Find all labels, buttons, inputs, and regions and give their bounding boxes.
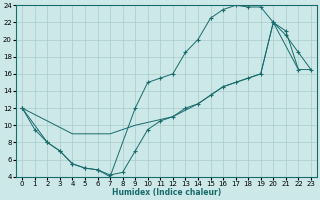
- X-axis label: Humidex (Indice chaleur): Humidex (Indice chaleur): [112, 188, 221, 197]
